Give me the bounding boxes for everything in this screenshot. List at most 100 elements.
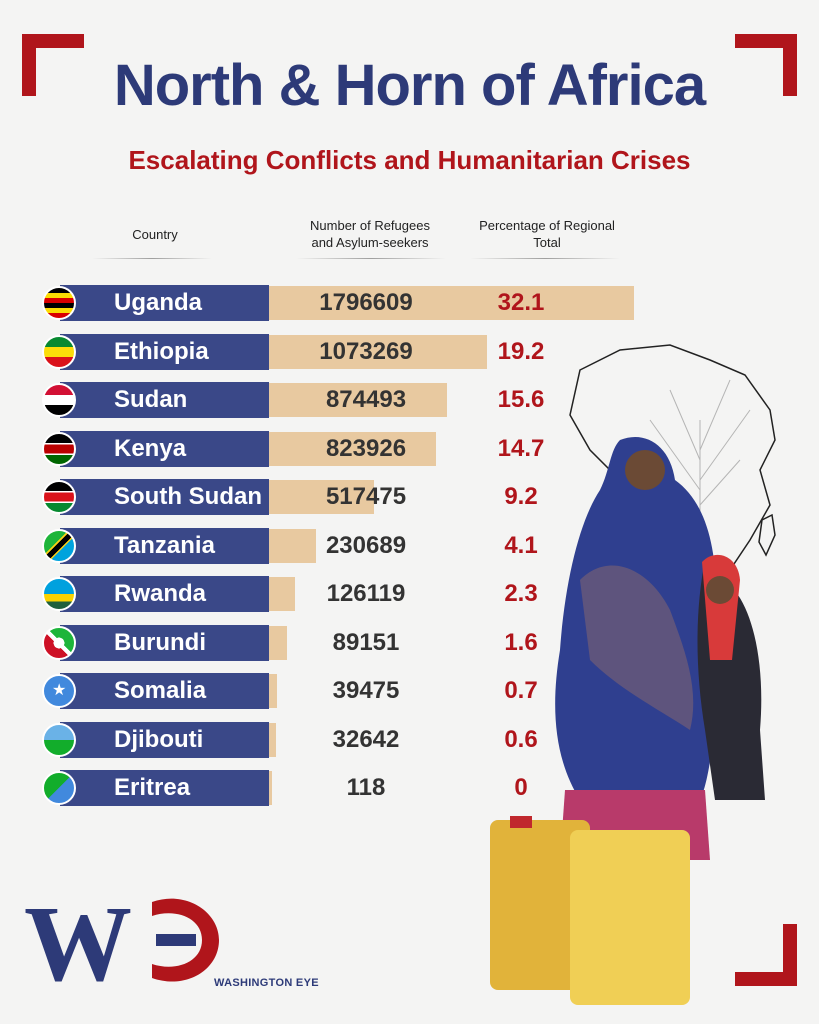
refugee-bar	[269, 334, 488, 369]
country-label: Ethiopia	[114, 337, 209, 365]
refugee-count-label: 126119	[326, 580, 406, 607]
refugee-count-label: 823926	[325, 434, 407, 462]
refugee-bar	[269, 625, 288, 660]
country-label: Tanzania	[114, 531, 215, 559]
woman-face	[625, 450, 665, 490]
corner-bracket-top-right	[735, 34, 797, 96]
page-subtitle: Escalating Conflicts and Humanitarian Cr…	[128, 145, 691, 175]
ethiopia-flag-icon	[42, 334, 76, 369]
country-label: Sudan	[114, 386, 188, 413]
country-band	[60, 576, 269, 612]
country-band	[60, 624, 269, 661]
percentage-label: 9.2	[504, 483, 538, 510]
djibouti-flag-icon	[42, 722, 76, 757]
svg-text:W: W	[24, 885, 132, 992]
refugee-count-label: 39475	[332, 677, 400, 704]
column-header-refugees-line-1: Number of Refugees	[310, 218, 430, 233]
logo-e-shape	[152, 898, 219, 982]
page-title: North & Horn of Africa	[113, 53, 706, 118]
country-band	[60, 430, 269, 467]
chart-row: Eritrea 118 0	[0, 769, 819, 807]
refugee-count-label: 89151	[332, 628, 400, 656]
country-band	[60, 382, 269, 418]
chart-row: Djibouti 32642 0.6	[0, 721, 819, 759]
country-label: Uganda	[114, 289, 203, 316]
header-underline	[296, 258, 446, 259]
refugee-bar	[269, 528, 316, 563]
chart-row: South Sudan 517475 9.2	[0, 478, 819, 516]
chart-row: Burundi 89151 1.6	[0, 624, 819, 662]
refugee-bar	[269, 577, 295, 611]
eritrea-flag-icon	[42, 771, 76, 805]
header-underline	[470, 258, 620, 259]
scarf-pattern	[580, 565, 694, 730]
country-band	[60, 721, 269, 758]
corner-bracket-bottom-right	[735, 924, 797, 986]
refugee-bar	[269, 286, 634, 320]
water-jerrycan-front	[570, 830, 690, 1005]
refugee-count-label: 1073269	[319, 337, 413, 365]
country-band	[60, 673, 269, 709]
percentage-label: 0.7	[504, 677, 538, 704]
chart-row: ★ Somalia 39475 0.7	[0, 672, 819, 710]
uganda-flag-icon	[42, 286, 76, 320]
percentage-label: 0.6	[504, 725, 538, 753]
percentage-label: 0	[514, 774, 528, 801]
chart-row: Tanzania 230689 4.1	[0, 527, 819, 565]
washington-eye-logo: W	[24, 885, 219, 992]
column-header-percentage-line-2: Total	[533, 235, 561, 250]
chart-row: Rwanda 126119 2.3	[0, 575, 819, 613]
burundi-flag-icon	[42, 625, 76, 660]
country-band	[60, 479, 269, 515]
country-label: Rwanda	[114, 580, 207, 607]
tree-branches	[649, 379, 751, 550]
refugee-count-label: 874493	[325, 386, 407, 413]
percentage-label: 15.6	[497, 386, 545, 413]
column-header-percentage: Percentage of Regional Total	[462, 217, 632, 251]
refugee-bar	[269, 480, 375, 514]
kenya-flag-icon	[42, 431, 76, 466]
refugee-bar	[269, 431, 437, 466]
percentage-label: 19.2	[497, 337, 545, 365]
refugee-bar	[269, 722, 276, 757]
country-label: Kenya	[114, 434, 187, 462]
tanzania-flag-icon	[42, 528, 76, 563]
column-header-refugees: Number of Refugees and Asylum-seekers	[290, 217, 450, 251]
rwanda-flag-icon	[42, 577, 76, 611]
star-icon: ★	[52, 682, 67, 699]
country-band	[60, 285, 269, 321]
refugee-bar	[269, 674, 278, 708]
chart-row: Uganda 1796609 32.1	[0, 284, 819, 322]
country-label: Burundi	[114, 628, 206, 656]
water-jerrycan-back	[490, 820, 590, 990]
country-band	[60, 770, 269, 806]
chart-row: Kenya 823926 14.7	[0, 430, 819, 468]
girl-face	[706, 576, 734, 604]
refugee-count-label: 230689	[325, 531, 407, 559]
header-underline	[92, 258, 212, 259]
jerrycan-cap	[510, 816, 532, 828]
country-band	[60, 333, 269, 370]
percentage-label: 32.1	[497, 289, 545, 316]
chart-row: Ethiopia 1073269 19.2	[0, 333, 819, 371]
column-header-percentage-line-1: Percentage of Regional	[479, 218, 615, 233]
refugee-photo-illustration	[490, 344, 776, 1005]
corner-bracket-top-left	[22, 34, 84, 96]
refugee-count-label: 517475	[325, 483, 407, 510]
column-header-refugees-line-2: and Asylum-seekers	[311, 235, 429, 250]
country-label: Djibouti	[114, 725, 204, 753]
somalia-flag-icon: ★	[42, 674, 76, 708]
column-header-country: Country	[132, 227, 178, 242]
refugee-count-label: 118	[346, 774, 386, 801]
percentage-label: 1.6	[504, 628, 538, 656]
country-label: South Sudan	[114, 483, 262, 510]
percentage-label: 4.1	[504, 531, 538, 559]
refugee-bar	[269, 383, 447, 417]
country-label: Eritrea	[114, 774, 191, 801]
country-band	[60, 527, 269, 564]
refugee-count-label: 32642	[332, 725, 400, 753]
chart-row: Sudan 874493 15.6	[0, 381, 819, 419]
refugee-count-label: 1796609	[319, 289, 413, 316]
refugee-bar	[269, 771, 272, 805]
